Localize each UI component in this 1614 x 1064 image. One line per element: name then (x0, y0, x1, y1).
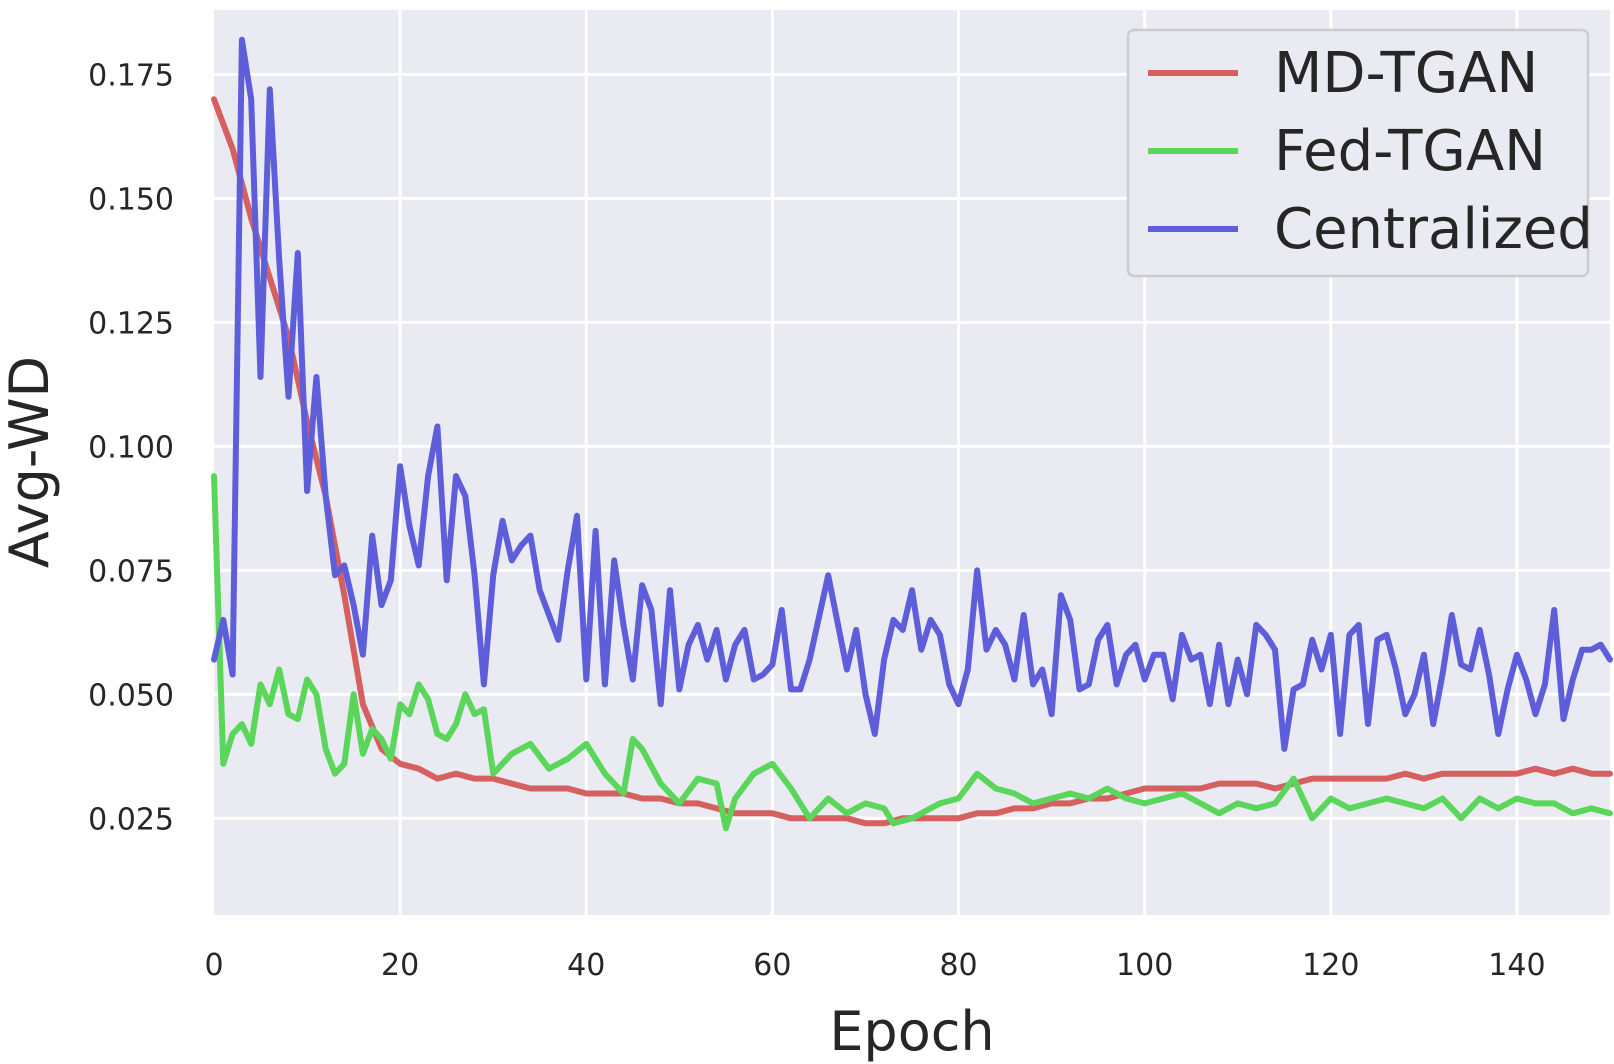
legend-label-centralized: Centralized (1274, 197, 1593, 262)
y-tick-label: 0.100 (88, 430, 174, 465)
y-tick-label: 0.175 (88, 58, 174, 93)
x-tick-label: 140 (1488, 948, 1545, 983)
x-tick-label: 120 (1302, 948, 1359, 983)
x-tick-label: 0 (204, 948, 223, 983)
y-axis-title: Avg-WD (0, 356, 61, 568)
x-tick-label: 80 (939, 948, 977, 983)
y-tick-label: 0.025 (88, 802, 174, 837)
legend-label-fed-tgan: Fed-TGAN (1274, 119, 1546, 184)
x-tick-label: 40 (567, 948, 605, 983)
series-line-centralized (211, 36, 1613, 752)
x-tick-label: 20 (381, 948, 419, 983)
y-tick-label: 0.125 (88, 306, 174, 341)
series-lines (211, 36, 1613, 832)
legend-box (1126, 28, 1590, 278)
y-tick-label: 0.075 (88, 554, 174, 589)
x-tick-label: 100 (1116, 948, 1173, 983)
x-tick-labels: 0 20 40 60 80 100 120 140 (204, 948, 1545, 983)
grid (214, 10, 1610, 915)
series-line-fed-tgan (211, 473, 1613, 832)
y-tick-label: 0.150 (88, 182, 174, 217)
y-tick-label: 0.050 (88, 678, 174, 713)
legend: MD-TGAN Fed-TGAN Centralized (1126, 28, 1593, 278)
legend-label-md-tgan: MD-TGAN (1274, 41, 1538, 106)
y-tick-labels: 0.025 0.050 0.075 0.100 0.125 0.150 0.175 (88, 58, 174, 837)
x-tick-label: 60 (753, 948, 791, 983)
x-axis-title: Epoch (829, 1000, 994, 1063)
